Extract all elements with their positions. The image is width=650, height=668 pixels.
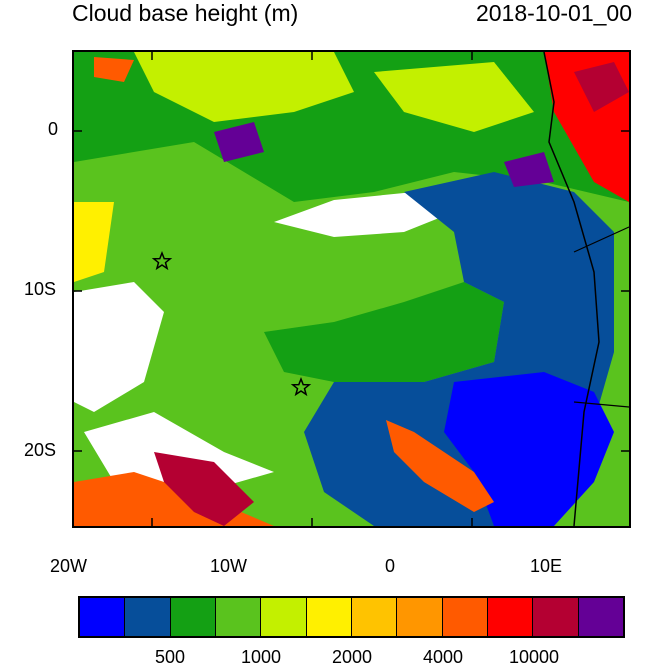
colorbar-label: 4000 [422, 647, 464, 667]
colorbar-swatch [533, 598, 579, 636]
colorbar-label: 2000 [331, 647, 373, 667]
colorbar-label: 10000 [508, 647, 560, 667]
colorbar [78, 596, 625, 638]
cloud-field [74, 52, 629, 526]
y-tick-label: 0 [48, 119, 59, 139]
colorbar-swatch [215, 598, 262, 636]
x-tick-label: 10E [530, 556, 563, 576]
colorbar-swatch [442, 598, 488, 636]
colorbar-swatch [578, 598, 623, 636]
map-title: Cloud base height (m) [72, 0, 299, 26]
timestamp-label: 2018-10-01_00 [475, 0, 632, 26]
x-tick-label: 0 [385, 556, 396, 576]
x-tick-label: 10W [210, 556, 248, 576]
colorbar-swatch [261, 598, 307, 636]
y-tick-label: 20S [24, 440, 57, 460]
colorbar-swatch [80, 598, 126, 636]
star-marker-1 [151, 250, 173, 271]
colorbar-swatch [306, 598, 352, 636]
map-plot-area [72, 50, 631, 528]
star-marker-2 [290, 376, 312, 397]
x-tick-label: 20W [50, 556, 88, 576]
y-tick-label: 10S [24, 279, 57, 299]
colorbar-swatch [125, 598, 171, 636]
colorbar-swatch [351, 598, 398, 636]
colorbar-swatch [170, 598, 216, 636]
colorbar-label: 500 [154, 647, 186, 667]
colorbar-label: 1000 [240, 647, 282, 667]
colorbar-swatch [397, 598, 443, 636]
colorbar-swatch [487, 598, 534, 636]
